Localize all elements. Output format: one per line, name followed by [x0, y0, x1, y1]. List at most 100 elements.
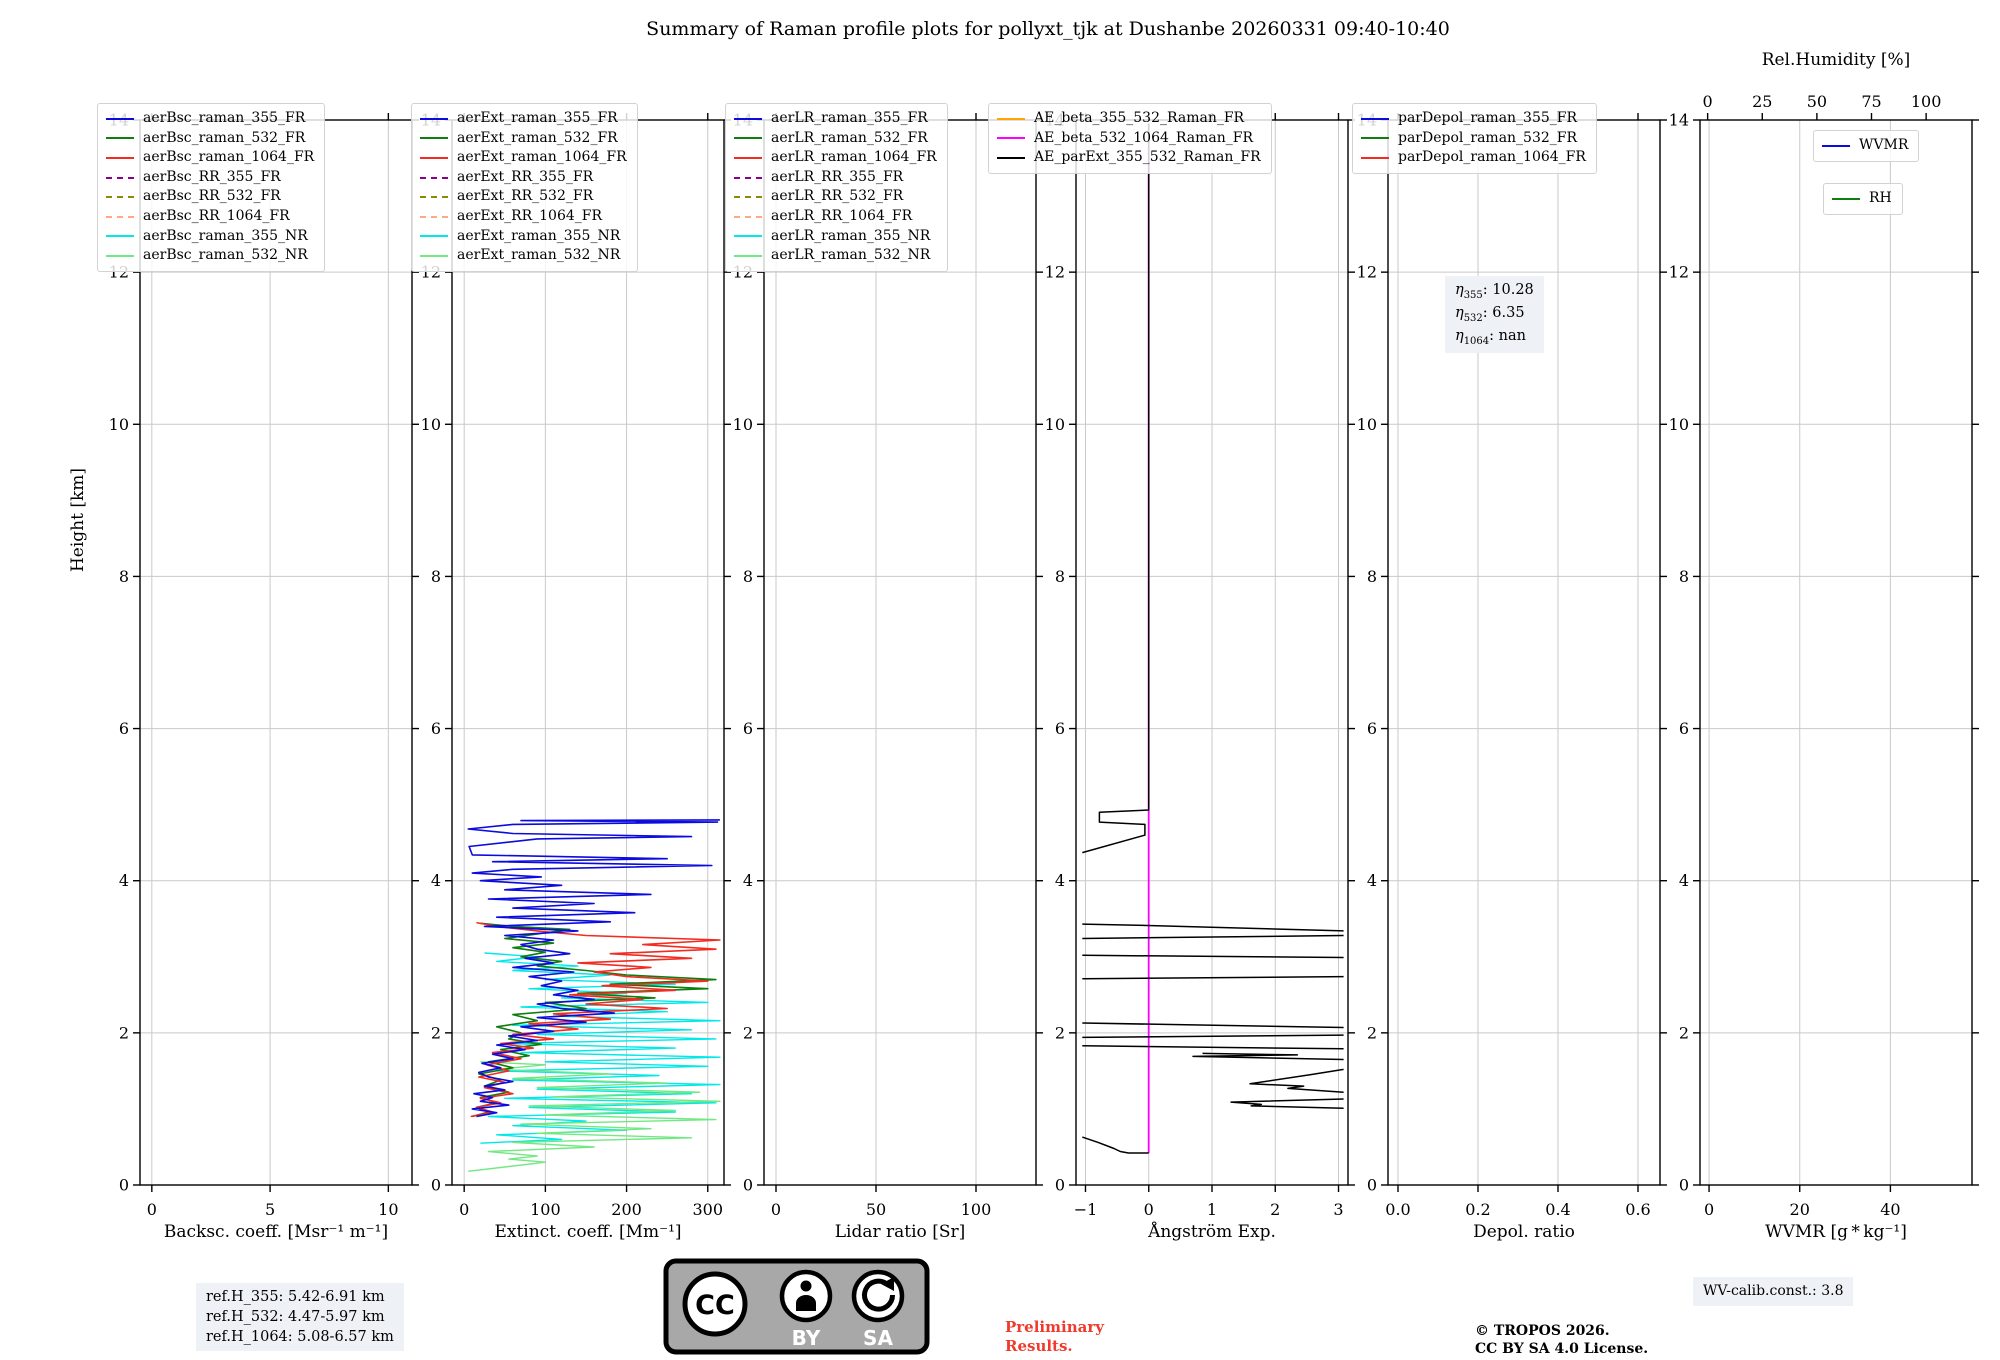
y-tick-label: 8 [431, 567, 441, 586]
y-tick-label: 4 [119, 871, 129, 890]
xlabel-lidar-ratio: Lidar ratio [Sr] [834, 1222, 966, 1242]
legend-line-sample [106, 137, 134, 140]
x-tick-label: 200 [611, 1200, 642, 1219]
legend-entry: aerLR_raman_532_FR [734, 129, 937, 149]
person-head [800, 1280, 812, 1292]
legend-line-sample [420, 137, 448, 140]
legend-label: aerLR_raman_532_FR [771, 129, 928, 146]
cc-by-sa-badge: CC BY SA [663, 1258, 930, 1355]
x-tick-label: 20 [1790, 1200, 1810, 1219]
y-tick-label: 0 [1367, 1176, 1377, 1195]
x-tick-label: 0.4 [1545, 1200, 1570, 1219]
legend-label: aerLR_raman_532_NR [771, 247, 931, 264]
legend-label: aerExt_raman_355_NR [457, 227, 621, 244]
legend-entry: aerExt_raman_355_NR [420, 227, 627, 247]
legend-line-sample [997, 156, 1025, 159]
legend-label: aerExt_raman_355_FR [457, 110, 618, 126]
legend-line-sample [420, 196, 448, 199]
legend-entry: AE_beta_532_1064_Raman_FR [997, 129, 1261, 149]
x-tick-label: 0 [147, 1200, 157, 1219]
legend-line-sample [106, 156, 134, 159]
series-AE_parExt_355_532_Raman_FR [1082, 1022, 1344, 1029]
y-tick-label: 6 [119, 719, 129, 738]
xlabel-depol: Depol. ratio [1473, 1222, 1575, 1242]
legend-label: parDepol_raman_1064_FR [1398, 149, 1586, 166]
eta-355-row: η355: 10.28 [1455, 282, 1534, 301]
legend-line-sample [420, 215, 448, 218]
y-tick-label: 2 [431, 1023, 441, 1042]
y-tick-label: 6 [743, 719, 753, 738]
y-tick-label: 12 [1669, 263, 1689, 282]
series-AE_parExt_355_532_Raman_FR [1082, 1034, 1344, 1039]
x-tick-label: 0 [1704, 1200, 1714, 1219]
legend-entry: aerBsc_RR_355_FR [106, 168, 314, 188]
preliminary-results-note: Preliminary Results. [1005, 1318, 1104, 1355]
x-tick-label: 0.0 [1385, 1200, 1410, 1219]
legend-depol: parDepol_raman_355_FR parDepol_raman_532_… [1352, 103, 1597, 174]
series-AE_parExt_355_532_Raman_FR [1082, 1136, 1149, 1154]
ref-h-532: ref.H_532: 4.47-5.97 km [206, 1309, 385, 1325]
legend-label: aerBsc_RR_532_FR [143, 188, 281, 205]
panel-spines-wvmr [1699, 119, 1973, 1186]
series-aerExt_raman_532_FR [472, 922, 717, 1118]
legend-label: aerLR_raman_355_FR [771, 110, 928, 126]
legend-entry: aerExt_raman_532_NR [420, 246, 627, 266]
legend-label: RH [1869, 190, 1892, 206]
series-AE_parExt_355_532_Raman_FR [1082, 923, 1344, 932]
rel-humidity-axis-label: Rel.Humidity [%] [1761, 50, 1911, 70]
series-AE_parExt_355_532_Raman_FR [1249, 1068, 1344, 1093]
legend-entry: aerLR_RR_355_FR [734, 168, 937, 188]
legend-entry: parDepol_raman_532_FR [1361, 129, 1586, 149]
legend-label: AE_beta_355_532_Raman_FR [1034, 110, 1245, 126]
legend-entry: aerBsc_raman_532_NR [106, 246, 314, 266]
legend-line-sample [734, 117, 762, 120]
legend-entry: aerExt_raman_355_FR [420, 109, 627, 129]
legend-line-sample [734, 235, 762, 238]
y-tick-label: 6 [1367, 719, 1377, 738]
legend-entry: aerBsc_RR_1064_FR [106, 207, 314, 227]
legend-entry: aerBsc_RR_532_FR [106, 187, 314, 207]
panel-spines-backscatter [139, 119, 413, 1186]
legend-line-sample [106, 196, 134, 199]
xlabel-wvmr: WVMR [g * kg⁻¹] [1765, 1222, 1907, 1242]
series-AE_parExt_355_532_Raman_FR [1230, 1098, 1344, 1109]
sa-arrow-head [881, 1277, 894, 1291]
legend-label: aerExt_raman_1064_FR [457, 149, 627, 166]
legend-entry: aerLR_raman_355_FR [734, 109, 937, 129]
legend-line-sample [734, 176, 762, 179]
legend-extinction: aerExt_raman_355_FR aerExt_raman_532_FR ae… [411, 103, 638, 272]
legend-lidar-ratio: aerLR_raman_355_FR aerLR_raman_532_FR aerL… [725, 103, 948, 272]
y-tick-label: 4 [1679, 871, 1689, 890]
legend-entry: aerLR_RR_532_FR [734, 187, 937, 207]
x-tick-label: 100 [961, 1200, 992, 1219]
legend-label: aerBsc_raman_1064_FR [143, 149, 315, 166]
x-tick-label: 50 [866, 1200, 886, 1219]
x-tick-label: 3 [1333, 1200, 1343, 1219]
top-tick-label: 25 [1752, 92, 1772, 111]
y-tick-label: 10 [1045, 415, 1065, 434]
legend-label: AE_parExt_355_532_Raman_FR [1034, 149, 1261, 166]
legend-entry: aerLR_raman_532_NR [734, 246, 937, 266]
eta-1064-row: η1064: nan [1455, 327, 1526, 347]
y-tick-label: 10 [1669, 415, 1689, 434]
y-tick-label: 6 [1055, 719, 1065, 738]
legend-line-sample [1361, 117, 1389, 120]
legend-label: parDepol_raman_355_FR [1398, 110, 1578, 126]
y-tick-label: 10 [421, 415, 441, 434]
x-tick-label: 0 [771, 1200, 781, 1219]
legend-label: aerBsc_RR_355_FR [143, 168, 281, 185]
top-tick-label: 75 [1861, 92, 1881, 111]
legend-entry: RH [1832, 189, 1892, 209]
legend-label: aerLR_raman_355_NR [771, 227, 931, 244]
y-tick-label: 8 [119, 567, 129, 586]
series-aerExt_raman_355_NR [480, 952, 721, 1144]
legend-line-sample [106, 117, 134, 120]
series-aerExt_raman_355_FR [467, 819, 720, 1118]
legend-label: aerExt_RR_532_FR [457, 188, 594, 205]
eta-annotation-box: η355: 10.28 η532: 6.35 η1064: nan [1445, 276, 1544, 353]
legend-line-sample [734, 137, 762, 140]
legend-line-sample [997, 117, 1025, 120]
legend-backscatter: aerBsc_raman_355_FR aerBsc_raman_532_FR ae… [97, 103, 326, 272]
legend-label: aerBsc_raman_355_FR [143, 110, 306, 126]
